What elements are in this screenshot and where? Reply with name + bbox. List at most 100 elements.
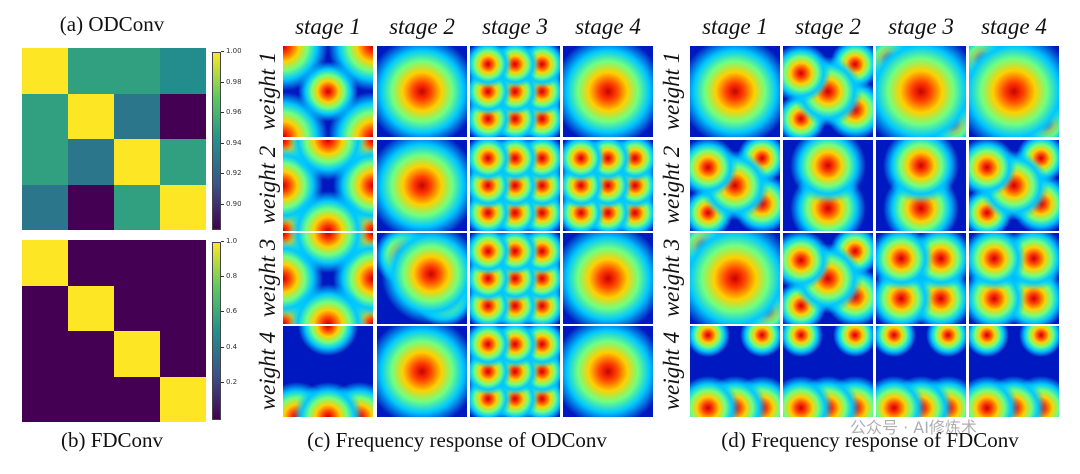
fdconv-frequency-response-map	[783, 233, 873, 324]
heatmap-cell	[114, 285, 160, 331]
odconv-frequency-response-map	[563, 326, 653, 417]
odconv-stage-header: stage 3	[482, 14, 548, 39]
colorbar-a	[212, 52, 221, 230]
odconv-frequency-response-map	[377, 140, 467, 231]
fdconv-frequency-response-map	[690, 326, 780, 417]
odconv-similarity-heatmap	[22, 48, 206, 230]
heatmap-cell	[160, 48, 206, 94]
odconv-frequency-response-map	[283, 233, 373, 324]
fdconv-similarity-heatmap	[22, 240, 206, 422]
colorbar-tick: 0.90	[221, 200, 242, 209]
colorbar-tick: 1.0	[220, 237, 238, 245]
odconv-frequency-response-map	[470, 140, 560, 231]
heatmap-cell	[114, 48, 160, 94]
odconv-frequency-response-map	[470, 46, 560, 137]
heatmap-cell	[68, 48, 114, 94]
odconv-frequency-response-map	[283, 46, 373, 137]
heatmap-cell	[114, 331, 160, 377]
fdconv-frequency-response-map	[969, 326, 1059, 417]
heatmap-cell	[22, 139, 68, 185]
heatmap-cell	[114, 139, 160, 185]
fdconv-frequency-response-map	[783, 46, 873, 137]
heatmap-cell	[22, 376, 68, 422]
colorbar-tick: 0.8	[220, 272, 238, 281]
heatmap-cell	[22, 93, 68, 139]
heatmap-cell	[160, 376, 206, 422]
fdconv-frequency-response-map	[876, 326, 966, 417]
odconv-weight-label: weight 4	[255, 331, 280, 411]
heatmap-cell	[68, 331, 114, 377]
heatmap-cell	[160, 139, 206, 185]
odconv-weight-label: weight 2	[255, 145, 280, 225]
fdconv-frequency-response-map	[783, 326, 873, 417]
heatmap-cell	[68, 285, 114, 331]
heatmap-cell	[22, 331, 68, 377]
caption-b: (b) FDConv	[60, 428, 164, 452]
fdconv-stage-header: stage 1	[702, 14, 768, 39]
colorbar-tick: 0.6	[220, 307, 238, 316]
odconv-frequency-response-map	[377, 326, 467, 417]
heatmap-cell	[68, 240, 114, 286]
fdconv-frequency-response-map	[969, 233, 1059, 324]
heatmap-cell	[22, 48, 68, 94]
colorbar-tick: 0.92	[221, 169, 242, 178]
colorbar-tick: 0.98	[221, 77, 242, 86]
odconv-frequency-response-map	[283, 140, 373, 231]
fdconv-stage-header: stage 4	[981, 14, 1047, 39]
fdconv-frequency-response-map	[876, 140, 966, 231]
heatmap-cell	[68, 376, 114, 422]
odconv-frequency-response-map	[377, 46, 467, 137]
colorbar-b	[212, 242, 221, 420]
fdconv-frequency-response-map	[969, 46, 1059, 137]
heatmap-cell	[22, 285, 68, 331]
fdconv-frequency-response-map	[690, 233, 780, 324]
colorbar-tick: 0.2	[220, 377, 238, 386]
fdconv-stage-header: stage 2	[795, 14, 861, 39]
odconv-frequency-response-map	[377, 233, 467, 324]
odconv-frequency-response-map	[283, 326, 373, 417]
colorbar-tick: 0.94	[221, 138, 242, 147]
watermark: 公众号 · AI修炼术	[850, 418, 977, 437]
odconv-frequency-response-map	[470, 326, 560, 417]
heatmap-cell	[160, 93, 206, 139]
fdconv-frequency-response-map	[876, 46, 966, 137]
fdconv-frequency-response-map	[690, 140, 780, 231]
fdconv-frequency-response-map	[876, 233, 966, 324]
caption-a: (a) ODConv	[59, 12, 165, 36]
caption-c: (c) Frequency response of ODConv	[307, 428, 607, 452]
fdconv-frequency-response-map	[783, 140, 873, 231]
fdconv-weight-label: weight 1	[659, 51, 684, 131]
colorbar-tick: 1.00	[221, 47, 242, 55]
fdconv-frequency-response-map	[969, 140, 1059, 231]
heatmap-cell	[68, 139, 114, 185]
fdconv-stage-header: stage 3	[888, 14, 954, 39]
heatmap-cell	[114, 240, 160, 286]
caption-d: (d) Frequency response of FDConv	[721, 428, 1019, 452]
heatmap-cell	[68, 93, 114, 139]
odconv-frequency-response-map	[470, 233, 560, 324]
heatmap-cell	[160, 331, 206, 377]
fdconv-weight-label: weight 3	[659, 238, 684, 318]
heatmap-cell	[22, 240, 68, 286]
odconv-stage-header: stage 1	[295, 14, 361, 39]
fdconv-frequency-response-map	[690, 46, 780, 137]
heatmap-cell	[114, 93, 160, 139]
odconv-weight-label: weight 1	[255, 51, 280, 131]
odconv-frequency-response-map	[563, 140, 653, 231]
odconv-stage-header: stage 4	[575, 14, 641, 39]
colorbar-tick: 0.96	[221, 108, 242, 117]
heatmap-cell	[68, 184, 114, 230]
odconv-frequency-response-map	[563, 233, 653, 324]
heatmap-cell	[114, 184, 160, 230]
odconv-stage-header: stage 2	[389, 14, 455, 39]
heatmap-cell	[160, 285, 206, 331]
odconv-weight-label: weight 3	[255, 238, 280, 318]
heatmap-cell	[22, 184, 68, 230]
heatmap-cell	[160, 184, 206, 230]
heatmap-cell	[160, 240, 206, 286]
heatmap-cell	[114, 376, 160, 422]
colorbar-tick: 0.4	[220, 342, 238, 351]
fdconv-weight-label: weight 4	[659, 331, 684, 411]
odconv-frequency-response-map	[563, 46, 653, 137]
